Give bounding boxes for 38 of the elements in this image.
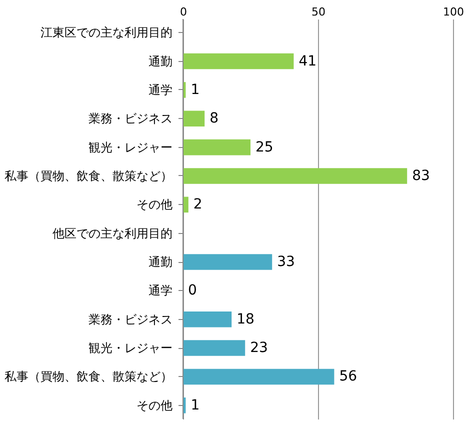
data-label: 33 (277, 254, 295, 270)
data-label: 18 (236, 311, 254, 328)
bar (183, 53, 294, 70)
data-label: 1 (190, 82, 200, 98)
y-tick-label: 江東区での主な利用目的 (40, 26, 172, 40)
bar (183, 196, 188, 213)
y-tick-label: その他 (136, 198, 172, 212)
y-tick-label: 業務・ビジネス (88, 112, 172, 126)
data-label: 25 (256, 139, 274, 156)
y-tick-label: その他 (136, 398, 172, 412)
data-label: 8 (210, 110, 219, 127)
data-label: 0 (188, 282, 197, 299)
y-tick-label: 通勤 (148, 54, 172, 68)
bar (183, 311, 232, 328)
y-tick-label: 業務・ビジネス (88, 312, 172, 326)
y-tick-label: 観光・レジャー (88, 140, 172, 154)
data-label: 83 (412, 168, 430, 184)
bar (183, 110, 205, 127)
bar (183, 368, 334, 385)
y-tick-label: 他区での主な利用目的 (52, 226, 172, 240)
x-tick-label: 100 (443, 6, 464, 18)
y-tick-label: 私事（買物、飲食、散策など） (4, 168, 172, 183)
y-tick-label: 通勤 (148, 255, 172, 270)
y-tick-label: 通学 (148, 284, 172, 298)
y-tick-label: 私事（買物、飲食、散策など） (4, 370, 172, 384)
bar (183, 254, 272, 270)
y-tick-label: 通学 (148, 82, 172, 97)
data-label: 1 (190, 397, 200, 414)
x-tick-label: 0 (180, 6, 187, 18)
x-tick-label: 50 (312, 6, 326, 18)
bar (183, 168, 408, 184)
data-label: 2 (193, 196, 202, 213)
data-label: 41 (298, 53, 317, 70)
data-label: 23 (250, 340, 268, 356)
bar (183, 340, 246, 356)
data-label: 56 (339, 368, 358, 385)
bar (183, 139, 250, 156)
y-tick-label: 観光・レジャー (88, 341, 172, 356)
